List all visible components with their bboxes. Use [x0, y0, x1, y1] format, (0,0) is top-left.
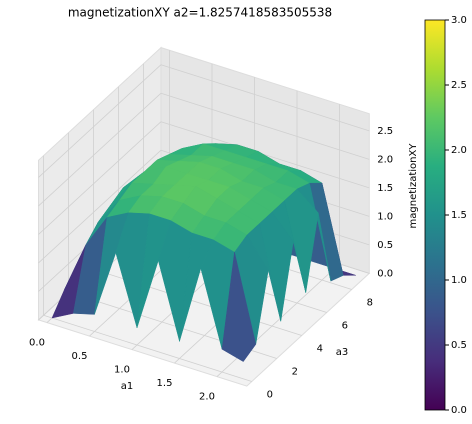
grid-line [38, 149, 162, 264]
grid-line [160, 92, 370, 160]
y-tick-label: 4 [317, 343, 323, 354]
colorbar-tick-label: 2.5 [451, 80, 467, 91]
grid-line [160, 121, 370, 189]
colorbar-tick-label: 1.0 [451, 275, 467, 286]
colorbar-tick-label: 1.5 [451, 210, 467, 221]
y-tick-label: 6 [342, 320, 348, 331]
z-tick-label: 1.5 [377, 183, 393, 194]
colorbar-tick-label: 0.5 [451, 340, 467, 351]
surface-face [221, 252, 257, 362]
colorbar [424, 19, 446, 411]
z-tick-label: 0.5 [377, 240, 393, 251]
x-axis-label: a1 [121, 381, 134, 392]
colorbar-tick-label: 0.0 [451, 405, 467, 416]
z-tick-label: 0.0 [377, 268, 393, 279]
colorbar-tick-label: 2.0 [451, 145, 467, 156]
x-tick-label: 1.0 [114, 365, 130, 376]
z-tick-label: 2.5 [377, 126, 393, 137]
grid-line [38, 121, 162, 235]
colorbar-tick-label: 3.0 [451, 15, 467, 26]
grid-line [43, 314, 252, 382]
grid-line [38, 64, 162, 178]
y-axis-label: a3 [336, 347, 349, 358]
x-tick-label: 0.5 [72, 351, 88, 362]
y-tick-label: 2 [292, 366, 298, 377]
x-tick-label: 0.0 [29, 338, 45, 349]
grid-line [160, 64, 370, 132]
z-axis-label: magnetizationXY [408, 143, 419, 229]
y-tick-label: 0 [267, 389, 273, 400]
z-tick-label: 2.0 [377, 154, 393, 165]
surface [51, 143, 356, 362]
z-tick-label: 1.0 [377, 211, 393, 222]
grid-line [38, 92, 162, 207]
y-tick-label: 8 [367, 297, 373, 308]
chart-title: magnetizationXY a2=1.8257418583505538 [68, 6, 332, 20]
x-tick-label: 2.0 [199, 392, 215, 403]
x-tick-label: 1.5 [157, 378, 173, 389]
labels: 0.0 0.5 1.0 1.5 2.0 0 2 4 6 8 0.0 0.5 1.0 1.5 2.0 2.5 [29, 126, 393, 403]
